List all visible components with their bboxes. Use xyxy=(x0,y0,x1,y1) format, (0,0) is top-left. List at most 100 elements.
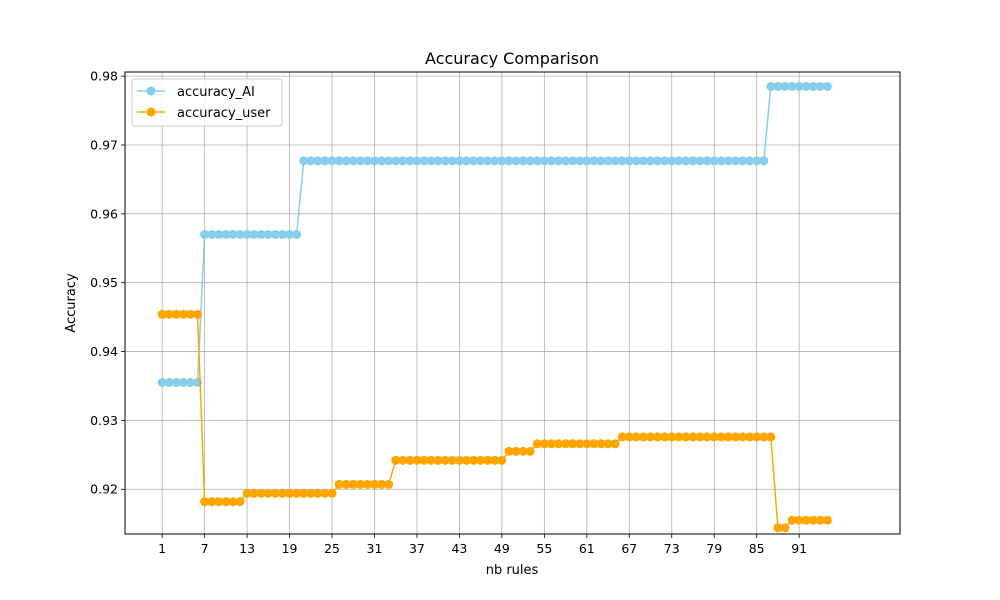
data-point-accuracy-user xyxy=(426,455,436,465)
data-point-accuracy-user xyxy=(221,497,231,507)
x-tick-label: 79 xyxy=(706,541,722,556)
data-point-accuracy-user xyxy=(801,515,811,525)
data-point-accuracy-ai xyxy=(164,378,174,388)
data-point-accuracy-user xyxy=(638,432,648,442)
series-layer xyxy=(157,81,832,533)
data-point-accuracy-user xyxy=(808,515,818,525)
data-point-accuracy-ai xyxy=(384,156,394,166)
data-point-accuracy-user xyxy=(178,309,188,319)
data-point-accuracy-ai xyxy=(596,156,606,166)
x-tick-label: 73 xyxy=(664,541,680,556)
data-point-accuracy-user xyxy=(320,488,330,498)
y-tick-label: 0.96 xyxy=(90,206,118,221)
data-point-accuracy-user xyxy=(476,455,486,465)
data-point-accuracy-ai xyxy=(532,156,542,166)
data-point-accuracy-ai xyxy=(157,378,167,388)
data-point-accuracy-user xyxy=(440,455,450,465)
data-point-accuracy-ai xyxy=(377,156,387,166)
legend-marker-accuracy-user xyxy=(146,107,156,117)
x-tick-label: 49 xyxy=(494,541,510,556)
data-point-accuracy-ai xyxy=(355,156,365,166)
data-point-accuracy-user xyxy=(695,432,705,442)
data-point-accuracy-ai xyxy=(518,156,528,166)
data-point-accuracy-user xyxy=(313,488,323,498)
legend-label-accuracy-user: accuracy_user xyxy=(177,106,271,121)
data-point-accuracy-ai xyxy=(575,156,585,166)
data-point-accuracy-ai xyxy=(228,229,238,239)
data-point-accuracy-user xyxy=(377,479,387,489)
data-point-accuracy-user xyxy=(285,488,295,498)
data-point-accuracy-ai xyxy=(299,156,309,166)
data-point-accuracy-user xyxy=(164,309,174,319)
data-point-accuracy-ai xyxy=(313,156,323,166)
data-point-accuracy-user xyxy=(674,432,684,442)
data-point-accuracy-ai xyxy=(292,229,302,239)
data-point-accuracy-user xyxy=(575,439,585,449)
x-tick-label: 1 xyxy=(158,541,166,556)
plot-area-frame xyxy=(124,71,901,535)
data-point-accuracy-ai xyxy=(539,156,549,166)
data-point-accuracy-user xyxy=(603,439,613,449)
data-point-accuracy-user xyxy=(462,455,471,465)
data-point-accuracy-ai xyxy=(469,156,479,166)
data-point-accuracy-ai xyxy=(433,156,443,166)
data-point-accuracy-ai xyxy=(745,156,755,166)
data-point-accuracy-ai xyxy=(504,156,514,166)
data-point-accuracy-ai xyxy=(348,156,358,166)
data-point-accuracy-ai xyxy=(787,81,797,91)
y-axis-label: Accuracy xyxy=(64,273,79,333)
data-point-accuracy-ai xyxy=(631,156,641,166)
data-point-accuracy-ai xyxy=(561,156,571,166)
data-point-accuracy-ai xyxy=(249,229,259,239)
data-point-accuracy-ai xyxy=(674,156,684,166)
data-point-accuracy-user xyxy=(384,479,394,489)
data-point-accuracy-ai xyxy=(546,156,556,166)
y-tick-label: 0.92 xyxy=(90,482,118,497)
x-axis-ticks: 1 7 13 19 25 31 37 43 49 55 61 67 73 79 85 91 xyxy=(158,534,807,556)
data-point-accuracy-user xyxy=(292,488,302,498)
data-point-accuracy-ai xyxy=(525,156,535,166)
data-point-accuracy-ai xyxy=(483,156,493,166)
legend-label-accuracy-ai: accuracy_AI xyxy=(177,85,255,100)
data-point-accuracy-user xyxy=(447,455,457,465)
data-point-accuracy-ai xyxy=(610,156,620,166)
data-point-accuracy-ai xyxy=(277,229,287,239)
data-point-accuracy-user xyxy=(752,432,762,442)
data-point-accuracy-ai xyxy=(568,156,578,166)
legend-box xyxy=(131,78,283,127)
data-point-accuracy-ai xyxy=(306,156,316,166)
data-point-accuracy-ai xyxy=(794,81,804,91)
data-point-accuracy-ai xyxy=(695,156,705,166)
y-tick-label: 0.98 xyxy=(90,69,118,84)
data-point-accuracy-ai xyxy=(454,156,464,166)
x-tick-label: 7 xyxy=(201,541,209,556)
data-point-accuracy-user xyxy=(688,432,698,442)
data-point-accuracy-ai xyxy=(582,156,592,166)
data-point-accuracy-user xyxy=(171,309,181,319)
data-point-accuracy-ai xyxy=(341,156,351,166)
data-point-accuracy-user xyxy=(568,439,578,449)
y-tick-label: 0.97 xyxy=(90,137,118,152)
data-point-accuracy-ai xyxy=(285,229,295,239)
data-point-accuracy-user xyxy=(207,497,217,507)
data-point-accuracy-ai xyxy=(369,156,379,166)
data-point-accuracy-user xyxy=(256,488,266,498)
data-point-accuracy-user xyxy=(483,455,493,465)
data-point-accuracy-user xyxy=(362,479,372,489)
data-point-accuracy-ai xyxy=(221,229,231,239)
data-point-accuracy-ai xyxy=(320,156,330,166)
data-point-accuracy-ai xyxy=(801,81,811,91)
data-point-accuracy-user xyxy=(327,488,337,498)
data-point-accuracy-user xyxy=(497,455,507,465)
data-point-accuracy-ai xyxy=(398,156,408,166)
data-point-accuracy-user xyxy=(348,479,358,489)
y-axis-ticks: 0.92 0.93 0.94 0.95 0.96 0.97 0.98 xyxy=(90,69,125,497)
data-point-accuracy-ai xyxy=(235,229,245,239)
data-point-accuracy-ai xyxy=(270,229,280,239)
data-point-accuracy-user xyxy=(405,455,415,465)
data-point-accuracy-ai xyxy=(200,229,210,239)
data-point-accuracy-user xyxy=(667,432,677,442)
data-point-accuracy-user xyxy=(745,432,755,442)
data-point-accuracy-user xyxy=(518,446,528,456)
